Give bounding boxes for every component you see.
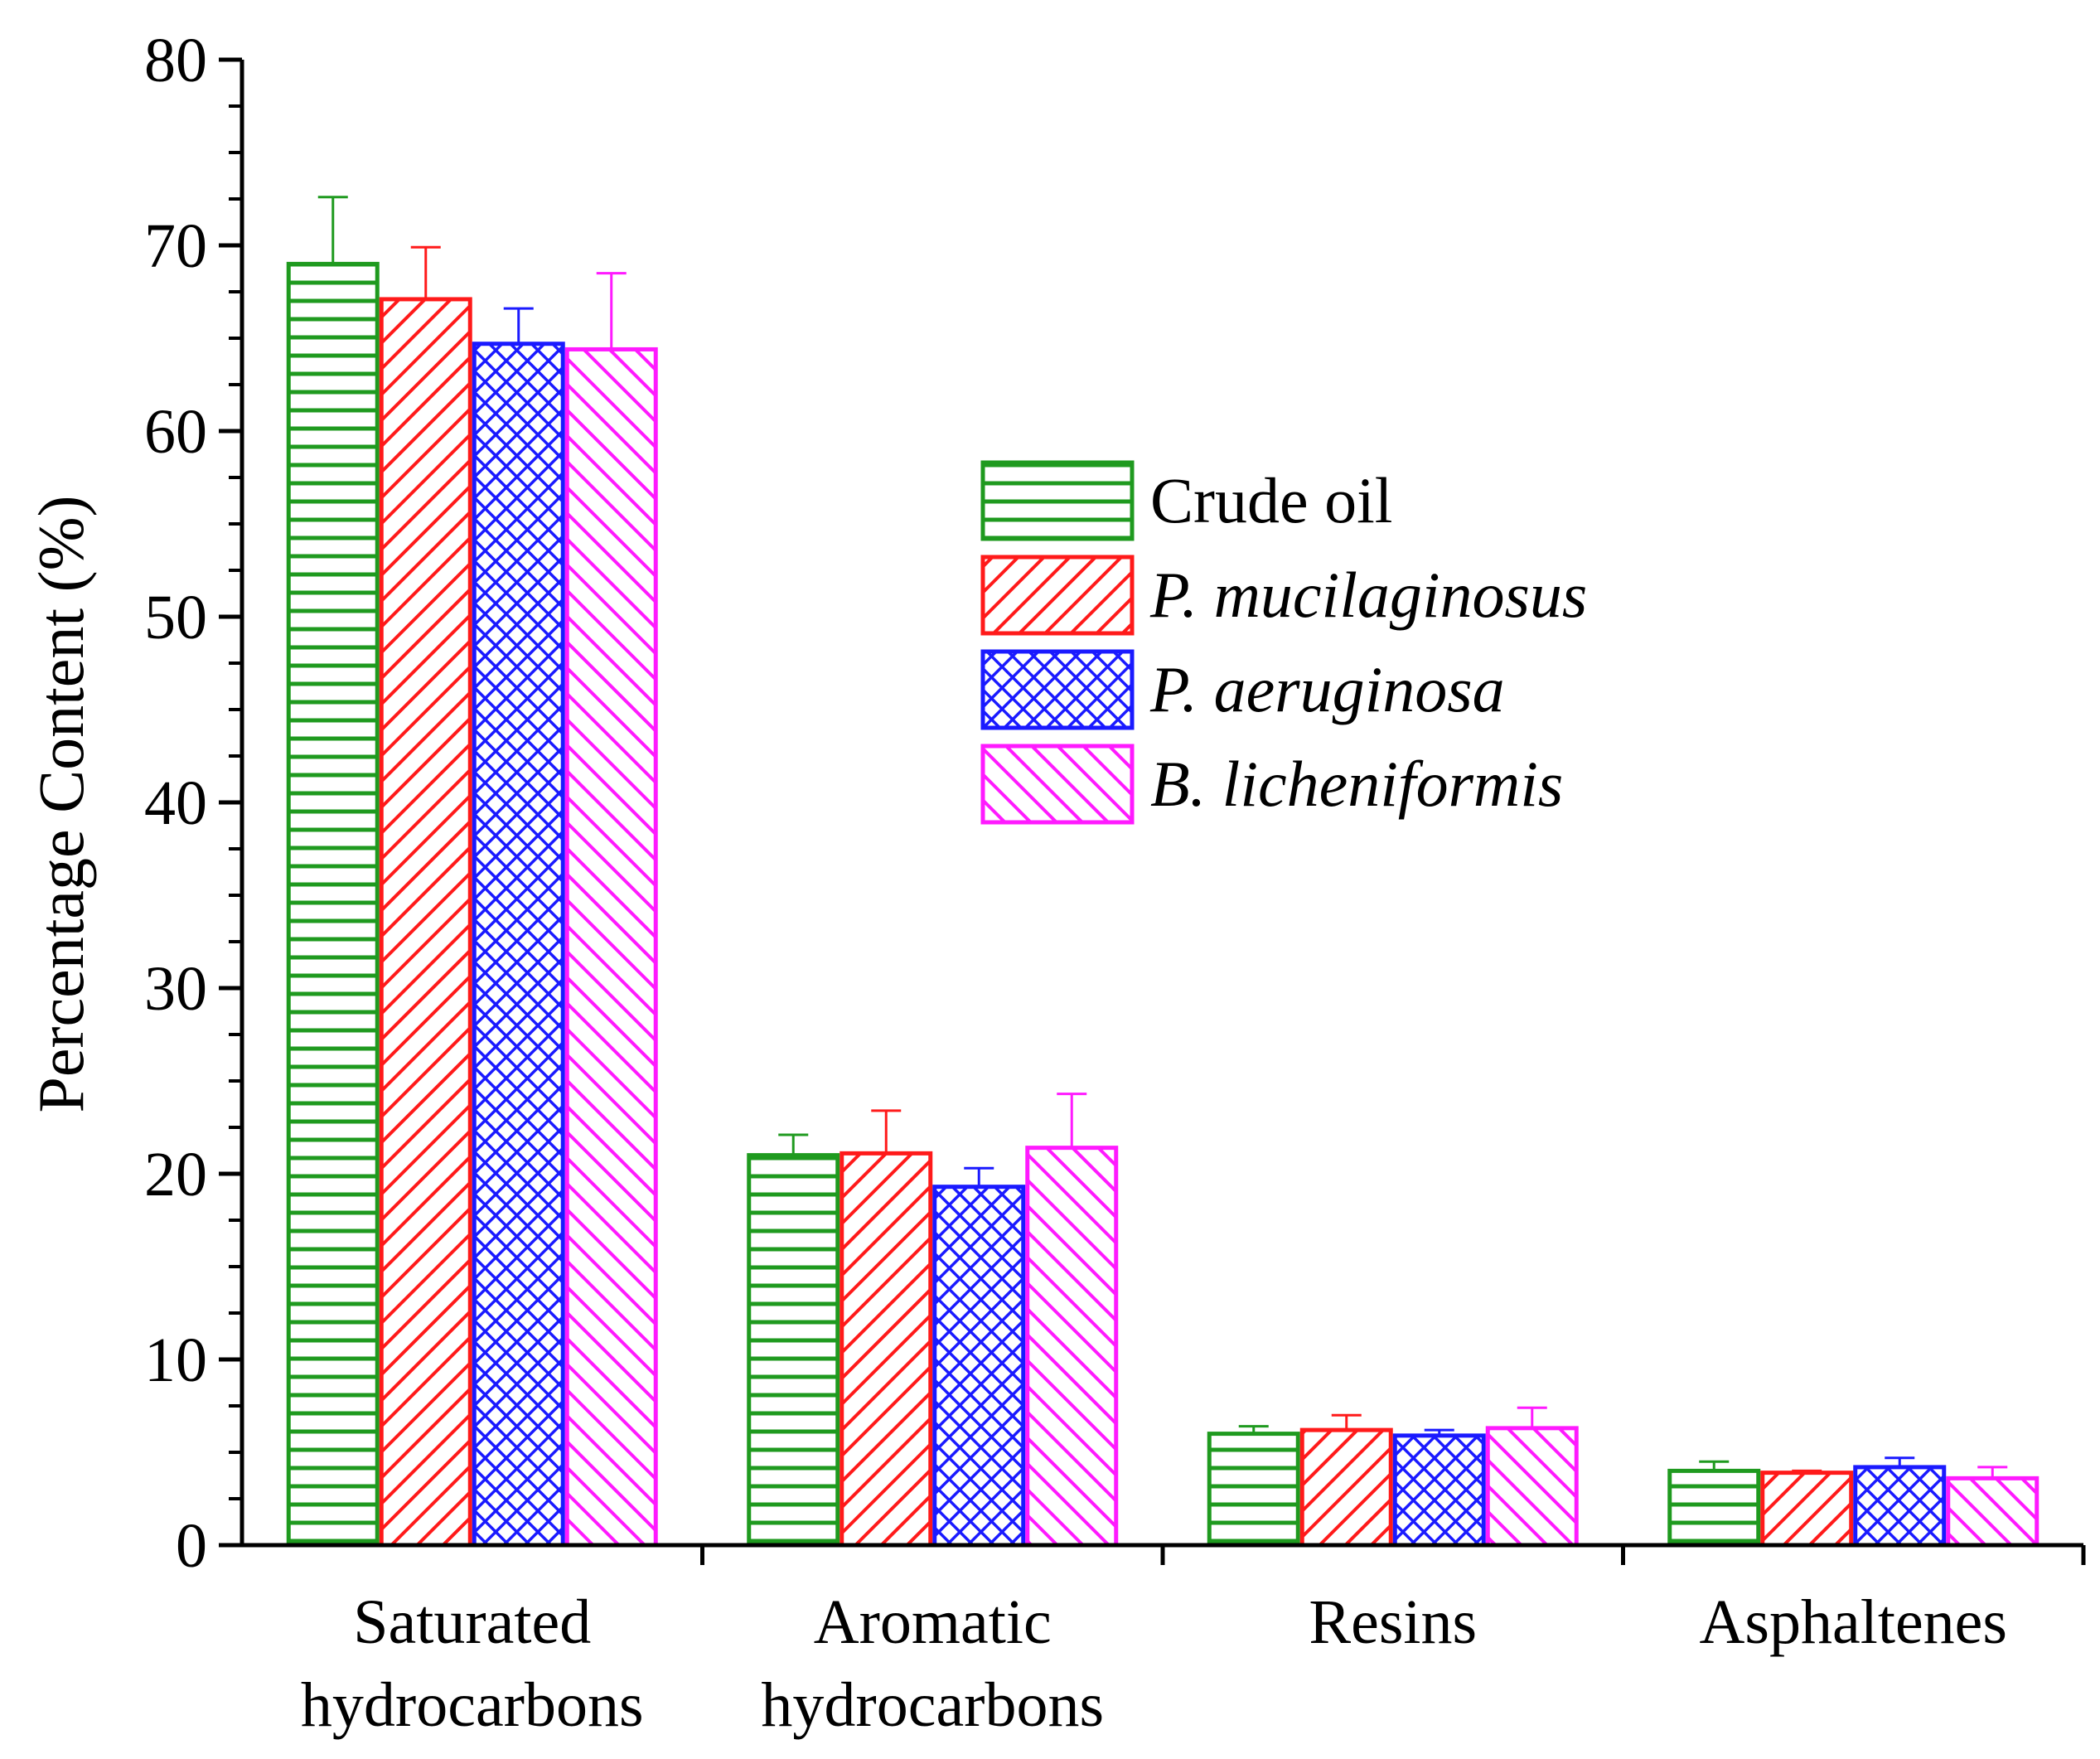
error-bar-crude-oil-2 — [1238, 1425, 1269, 1434]
legend-label: Crude oil — [1150, 464, 1392, 536]
legend-item: Crude oil — [980, 460, 1392, 541]
bar-b-licheniformis-0 — [564, 346, 658, 1548]
bar-b-licheniformis-3 — [1946, 1476, 2040, 1548]
bars-layer — [286, 196, 2040, 1548]
error-bar-p-aeruginosa-1 — [964, 1166, 994, 1187]
error-bar-p-aeruginosa-2 — [1424, 1428, 1454, 1436]
legend-item: B. licheniformis — [980, 744, 1563, 825]
bar-p-aeruginosa-1 — [932, 1185, 1026, 1548]
bar-p-mucilaginosus-0 — [379, 297, 472, 1548]
x-category-label: Asphaltenes — [1700, 1587, 2007, 1657]
error-bar-p-aeruginosa-0 — [503, 307, 534, 344]
error-bar-p-mucilaginosus-3 — [1792, 1469, 1822, 1473]
legend-swatch — [980, 460, 1135, 541]
bar-crude-oil-2 — [1207, 1432, 1300, 1548]
bar-p-aeruginosa-3 — [1853, 1465, 1947, 1548]
x-category-label: hydrocarbons — [761, 1670, 1104, 1740]
error-bar-b-licheniformis-3 — [1977, 1466, 2008, 1479]
y-tick-label: 20 — [144, 1140, 207, 1209]
legend-item: P. mucilaginosus — [980, 555, 1587, 636]
x-category-label: Aromatic — [814, 1587, 1052, 1657]
y-tick-label: 30 — [144, 954, 207, 1024]
legend: Crude oil P. mucilaginosus P. aeruginosa B.… — [980, 460, 1587, 825]
y-tick-label: 0 — [176, 1511, 207, 1581]
legend-item: P. aeruginosa — [980, 649, 1505, 730]
axes-layer: 0 10 20 30 40 50 60 70 80 Saturated hydrocarbons Ar… — [144, 26, 2086, 1740]
error-bar-crude-oil-3 — [1699, 1460, 1730, 1471]
y-tick-label: 10 — [144, 1325, 207, 1395]
bar-crude-oil-0 — [286, 261, 380, 1548]
y-tick-label: 40 — [144, 768, 207, 838]
bar-p-mucilaginosus-1 — [840, 1151, 933, 1548]
legend-swatch — [980, 555, 1135, 636]
error-bar-crude-oil-1 — [778, 1133, 809, 1156]
y-tick-label: 60 — [144, 397, 207, 467]
bar-p-mucilaginosus-2 — [1299, 1427, 1393, 1548]
legend-swatch — [980, 744, 1135, 825]
bar-b-licheniformis-1 — [1025, 1146, 1119, 1548]
y-tick-label: 50 — [144, 583, 207, 652]
y-tick-label: 70 — [144, 211, 207, 281]
error-bar-p-mucilaginosus-0 — [410, 245, 441, 299]
error-bar-b-licheniformis-0 — [596, 272, 627, 350]
bar-p-mucilaginosus-3 — [1760, 1471, 1854, 1548]
error-bar-p-mucilaginosus-2 — [1331, 1413, 1362, 1431]
legend-swatch — [980, 649, 1135, 730]
bar-crude-oil-3 — [1667, 1468, 1761, 1548]
error-bar-b-licheniformis-1 — [1057, 1093, 1087, 1148]
bar-b-licheniformis-2 — [1485, 1426, 1579, 1548]
x-category-label: Saturated — [353, 1587, 591, 1657]
error-bar-p-mucilaginosus-1 — [871, 1109, 902, 1154]
legend-label: P. aeruginosa — [1149, 653, 1505, 725]
bar-p-aeruginosa-0 — [472, 342, 565, 1548]
error-bar-p-aeruginosa-3 — [1885, 1456, 1915, 1467]
y-tick-label: 80 — [144, 26, 207, 95]
error-bar-b-licheniformis-2 — [1517, 1406, 1547, 1428]
legend-label: P. mucilaginosus — [1149, 559, 1587, 631]
bar-crude-oil-1 — [747, 1153, 840, 1548]
bar-p-aeruginosa-2 — [1392, 1433, 1486, 1548]
x-category-label: Resins — [1309, 1587, 1477, 1657]
y-axis-title: Percentage Content (%) — [25, 495, 97, 1112]
legend-label: B. licheniformis — [1150, 748, 1563, 820]
error-bar-crude-oil-0 — [317, 196, 348, 264]
x-category-label: hydrocarbons — [301, 1670, 644, 1740]
